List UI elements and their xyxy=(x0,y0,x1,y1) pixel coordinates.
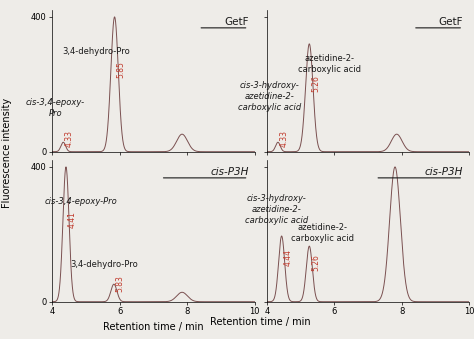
Text: 4.44: 4.44 xyxy=(283,248,292,265)
Text: 4.33: 4.33 xyxy=(65,129,74,146)
Text: 5.83: 5.83 xyxy=(116,275,125,292)
Text: 5.26: 5.26 xyxy=(311,76,320,93)
X-axis label: Retention time / min: Retention time / min xyxy=(103,322,204,332)
Text: 4.33: 4.33 xyxy=(280,129,289,146)
Text: azetidine-2-
carboxylic acid: azetidine-2- carboxylic acid xyxy=(298,54,361,74)
Text: cis-P3H: cis-P3H xyxy=(425,167,463,177)
Text: azetidine-2-
carboxylic acid: azetidine-2- carboxylic acid xyxy=(291,222,354,243)
Text: cis-3-hydroxy-
azetidine-2-
carboxylic acid: cis-3-hydroxy- azetidine-2- carboxylic a… xyxy=(238,81,301,112)
Text: cis-3,4-epoxy-Pro: cis-3,4-epoxy-Pro xyxy=(45,197,117,206)
Text: cis-3,4-epoxy-
Pro: cis-3,4-epoxy- Pro xyxy=(26,98,85,118)
Text: Retention time / min: Retention time / min xyxy=(210,317,311,327)
Text: cis-3-hydroxy-
azetidine-2-
carboxylic acid: cis-3-hydroxy- azetidine-2- carboxylic a… xyxy=(245,194,309,225)
Text: 5.85: 5.85 xyxy=(116,61,125,78)
Text: GetF: GetF xyxy=(224,17,248,27)
Text: Fluorescence intensity: Fluorescence intensity xyxy=(2,98,12,207)
Text: GetF: GetF xyxy=(438,17,463,27)
Text: 5.26: 5.26 xyxy=(311,254,320,271)
Text: 3,4-dehydro-Pro: 3,4-dehydro-Pro xyxy=(62,47,130,56)
Text: 4.41: 4.41 xyxy=(68,211,77,227)
Text: 3,4-dehydro-Pro: 3,4-dehydro-Pro xyxy=(71,260,138,268)
Text: cis-P3H: cis-P3H xyxy=(210,167,248,177)
